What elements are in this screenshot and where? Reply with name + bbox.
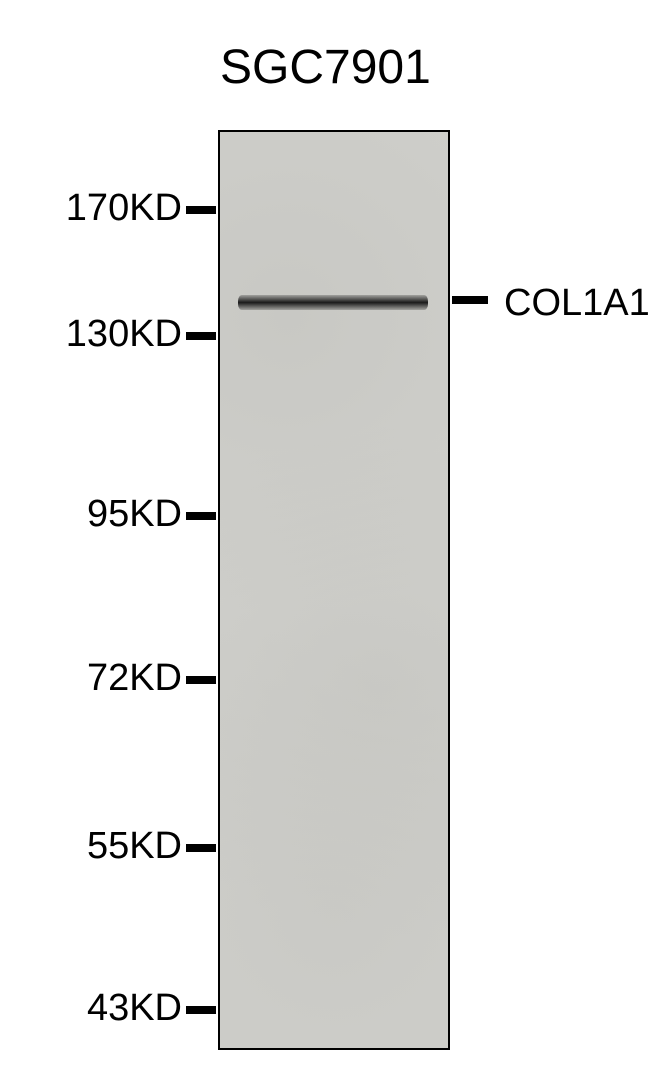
mw-marker-tick — [186, 676, 216, 684]
mw-marker-tick — [186, 206, 216, 214]
mw-marker-tick — [186, 332, 216, 340]
western-blot-figure: SGC7901 170KD 130KD 95KD 72KD 55KD 43KD COL1A… — [0, 0, 650, 1083]
band-label: COL1A1 — [504, 282, 650, 325]
mw-marker-label: 72KD — [30, 657, 182, 700]
mw-marker-label: 130KD — [30, 313, 182, 356]
mw-marker-tick — [186, 512, 216, 520]
mw-marker-label: 95KD — [30, 493, 182, 536]
mw-marker-tick — [186, 1006, 216, 1014]
mw-marker-label: 55KD — [30, 825, 182, 868]
mw-marker-label: 170KD — [30, 187, 182, 230]
band-tick — [452, 296, 488, 304]
protein-band — [238, 295, 428, 310]
blot-lane — [218, 130, 450, 1050]
mw-marker-label: 43KD — [30, 987, 182, 1030]
mw-marker-tick — [186, 844, 216, 852]
lane-title: SGC7901 — [220, 40, 431, 95]
